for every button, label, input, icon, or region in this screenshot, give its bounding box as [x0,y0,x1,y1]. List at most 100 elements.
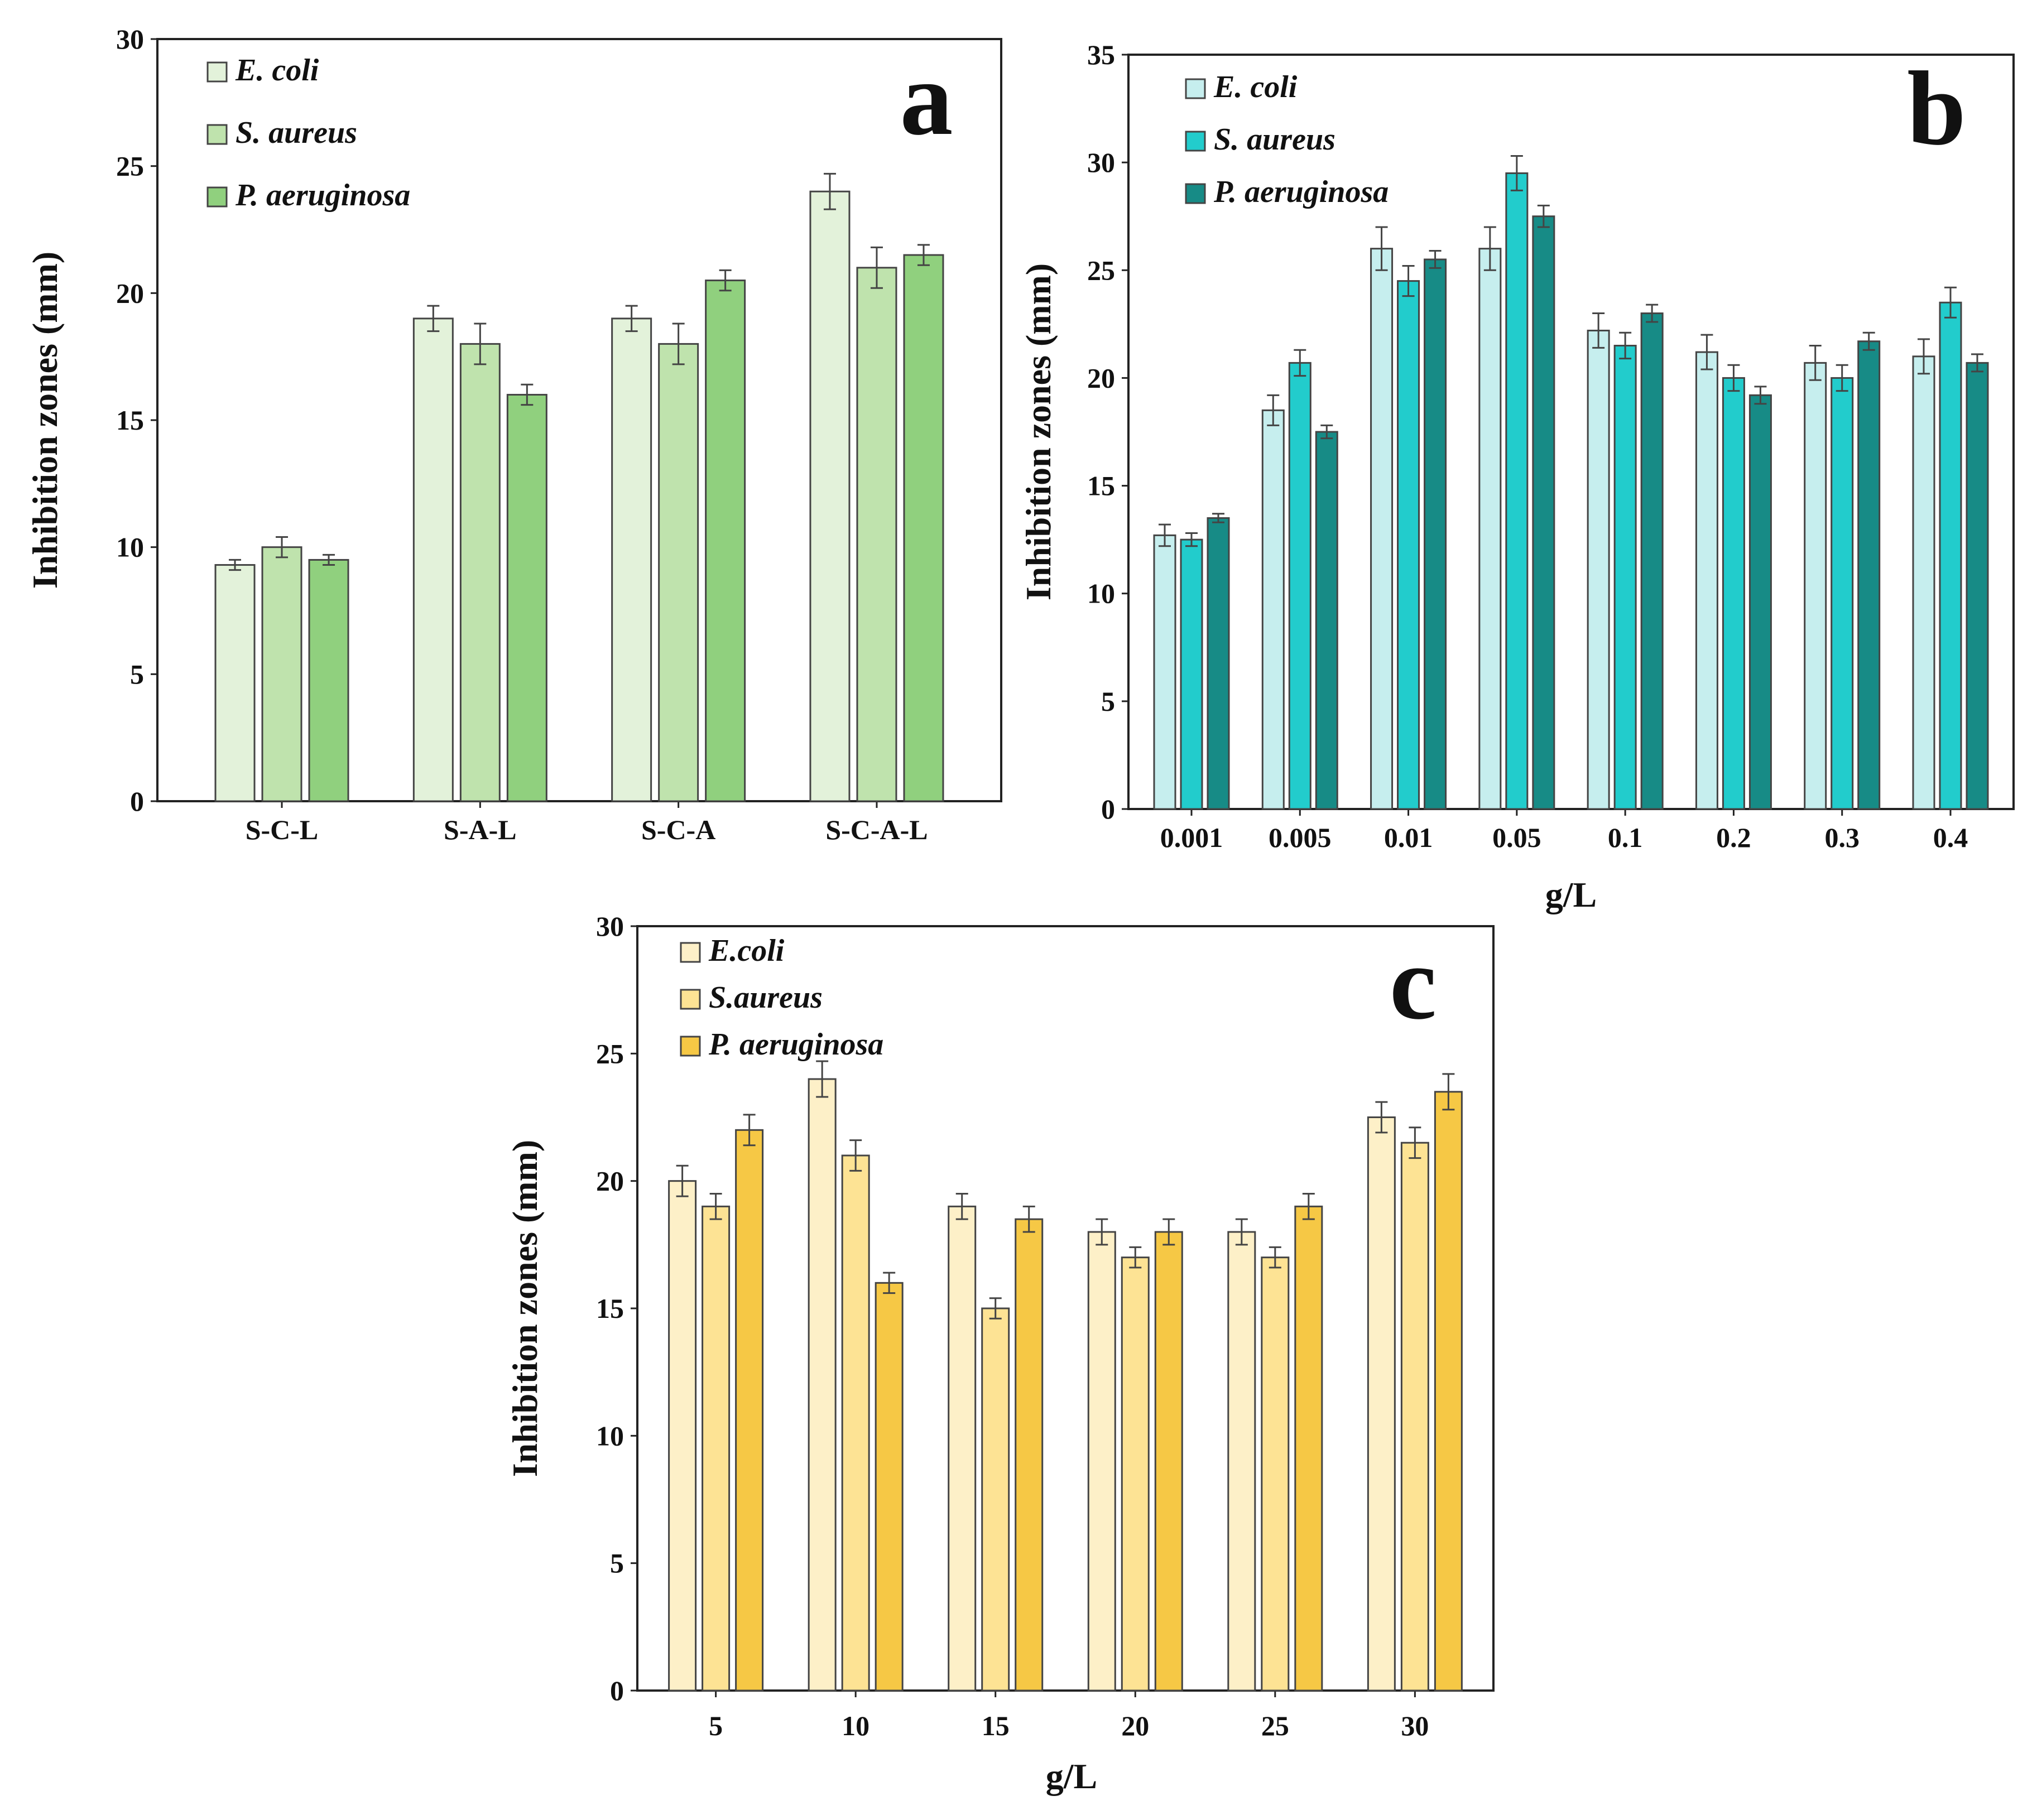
panel-b-bar [1153,534,1176,810]
panel-b-bar [1748,394,1772,810]
panel-a-ytick-label: 5 [130,658,144,690]
panel-a-xtick-label: S-C-L [246,814,319,845]
panel-c-bar [808,1078,837,1692]
panel-a-bar [705,280,746,802]
panel-a-xtick-label: S-C-A [641,814,715,845]
panel-c-bar [1434,1091,1463,1692]
panel-b-bar [1505,172,1529,810]
panel-b-xtick-label: 0.2 [1716,822,1751,853]
panel-c-legend-label: S.aureus [709,980,823,1015]
panel-a-ticks: 0 5 10 15 20 25 30 S-C-L S-A-L S-C-A S-C-A-L [116,23,928,845]
panel-c-plot-frame [636,925,1495,1692]
panel-b-bar [1640,312,1664,810]
panel-b-bar [1857,340,1881,810]
panel-b-plot-frame [1127,54,2015,810]
panel-c-bar [1227,1231,1256,1692]
panel-c-bar [1121,1256,1150,1692]
panel-b-legend-label: S. aureus [1214,122,1335,157]
panel-b-xtick-label: 0.005 [1269,822,1332,853]
panel-b-bar [1207,517,1230,810]
panel-c-ytick-label: 25 [596,1038,624,1069]
panel-a-bar [308,558,349,802]
panel-b-ytick-label: 10 [1087,578,1115,609]
panel-b-ticks: 0 5 10 15 20 25 30 35 0.001 0.005 0.01 0.05 0.1 0.2 0.… [1087,39,1968,853]
panel-c-bar [1154,1231,1183,1692]
panel-b-legend-label: E. coli [1213,70,1298,104]
panel-b-bar [1695,351,1718,810]
panel-a-bar [506,393,547,802]
panel-c-ytick-label: 15 [596,1293,624,1324]
panel-c-bar [735,1129,764,1692]
panel-b-xlabel: g/L [1545,875,1597,914]
panel-b-ytick-label: 20 [1087,362,1115,393]
panel-b-xtick-label: 0.3 [1824,822,1860,853]
panel-c-ytick-label: 30 [596,911,624,942]
panel-a-ytick-label: 20 [116,277,144,309]
panel-a-bar [261,546,302,802]
panel-c-bar [1294,1205,1323,1692]
panel-a-bar [809,190,851,802]
panel-a-ytick-label: 0 [130,786,144,817]
panel-b-bar [1370,248,1394,810]
panel-b-legend-swatch [1185,78,1206,99]
panel-b-legend-swatch [1185,131,1206,152]
panel-a-legend-label: S. aureus [236,115,357,150]
panel-c-ytick-label: 0 [610,1675,624,1706]
panel-c-bar [1261,1256,1290,1692]
panel-c-legend-label: E.coli [708,933,785,968]
panel-b-ytick-label: 5 [1101,686,1115,717]
chart-panel-a: 0 5 10 15 20 25 30 S-C-L S-A-L S-C-A S-C-A-L E. co… [25,23,1002,845]
panel-b-xtick-label: 0.05 [1492,822,1541,853]
panel-b-bar [1587,329,1610,810]
panel-b-bars [1153,155,1989,810]
panel-c-ytick-label: 5 [610,1548,624,1579]
panel-a-bar [412,317,454,802]
panel-a-bar [459,343,501,802]
panel-c-legend-swatch [680,942,701,963]
panel-b-bar [1288,362,1311,810]
panel-b-bar [1315,431,1338,810]
panel-a-ytick-label: 30 [116,23,144,55]
panel-a-bars [214,172,944,802]
panel-b-bar [1397,280,1420,810]
panel-b-xtick-label: 0.4 [1933,822,1968,853]
panel-b-ytick-label: 35 [1087,39,1115,70]
panel-a-ytick-label: 25 [116,151,144,182]
panel-c-bars [668,1060,1463,1692]
panel-a-bar [214,564,256,802]
panel-b-bar [1261,409,1285,810]
panel-a-bar [611,317,652,802]
panel-a-legend-label: P. aeruginosa [235,178,410,213]
panel-a-legend-swatch [206,186,228,208]
panel-a-legend-swatch [206,124,228,145]
panel-c-xtick-label: 10 [842,1710,869,1741]
panel-b-letter: b [1907,50,1966,167]
panel-c-xtick-label: 15 [982,1710,1010,1741]
panel-c-bar [841,1154,870,1692]
panel-c-xtick-label: 30 [1401,1710,1429,1741]
panel-b-ylabel: Inhibition zones (mm) [1019,263,1058,601]
panel-b-xtick-label: 0.01 [1384,822,1433,853]
panel-c-xtick-label: 25 [1261,1710,1289,1741]
panel-c-legend-swatch [680,1036,701,1057]
panel-a-legend-label: E. coli [235,53,319,88]
panel-c-legend-label: P. aeruginosa [708,1027,883,1062]
panel-b-bar [1804,362,1827,810]
panel-a-bar [903,254,944,802]
panel-c-bar [1367,1116,1396,1692]
panel-b-bar [1532,215,1555,810]
panel-a-legend: E. coli S. aureus P. aeruginosa [206,53,410,213]
panel-b-legend: E. coli S. aureus P. aeruginosa [1185,70,1389,209]
chart-panel-b: 0 5 10 15 20 25 30 35 0.001 0.005 0.01 0.05 0.1 0.2 0.… [1019,39,2015,914]
panel-c-bar [668,1180,697,1692]
panel-a-ytick-label: 10 [116,532,144,563]
panel-c-xtick-label: 20 [1121,1710,1149,1741]
panel-b-bar [1831,377,1854,810]
panel-b-bar [1613,344,1637,810]
panel-b-legend-swatch [1185,183,1206,204]
panel-c-bar [948,1205,977,1692]
panel-c-xtick-label: 5 [709,1710,723,1741]
panel-b-bar [1722,377,1745,810]
panel-c-xlabel: g/L [1046,1756,1097,1796]
